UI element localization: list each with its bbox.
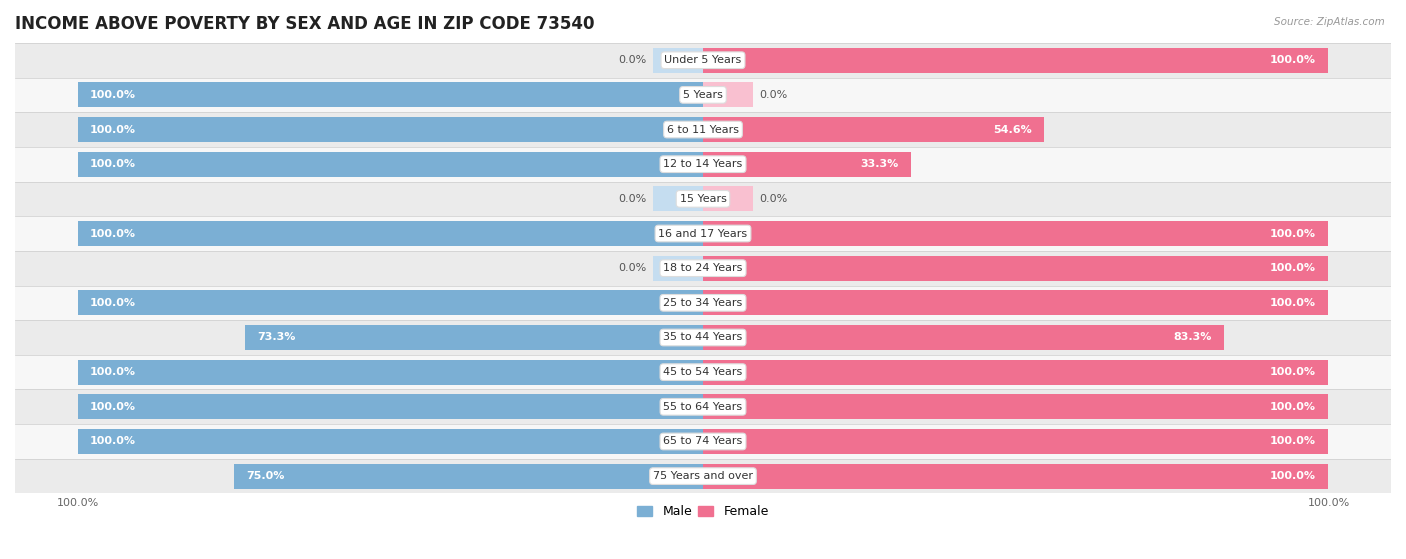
Bar [652, 48, 703, 73]
Bar [15, 112, 1391, 147]
Bar [703, 117, 1045, 142]
Text: 100.0%: 100.0% [90, 159, 136, 169]
Bar [703, 221, 1329, 246]
Text: 100.0%: 100.0% [1270, 437, 1316, 447]
Bar [77, 359, 703, 385]
Text: 100.0%: 100.0% [90, 402, 136, 412]
Text: 5 Years: 5 Years [683, 90, 723, 100]
Bar [652, 186, 703, 211]
Text: 100.0%: 100.0% [90, 437, 136, 447]
Text: 16 and 17 Years: 16 and 17 Years [658, 229, 748, 239]
Text: 65 to 74 Years: 65 to 74 Years [664, 437, 742, 447]
Text: 54.6%: 54.6% [993, 125, 1032, 135]
Bar [15, 355, 1391, 390]
Bar [703, 394, 1329, 419]
Bar [77, 117, 703, 142]
Bar [15, 216, 1391, 251]
Text: 6 to 11 Years: 6 to 11 Years [666, 125, 740, 135]
Bar [77, 221, 703, 246]
Text: 100.0%: 100.0% [90, 90, 136, 100]
Bar [245, 325, 703, 350]
Text: 100.0%: 100.0% [1270, 298, 1316, 308]
Legend: Male, Female: Male, Female [633, 500, 773, 523]
Bar [15, 390, 1391, 424]
Text: 100.0%: 100.0% [90, 125, 136, 135]
Text: 100.0%: 100.0% [1270, 402, 1316, 412]
Text: 0.0%: 0.0% [619, 263, 647, 273]
Text: 0.0%: 0.0% [619, 55, 647, 65]
Bar [77, 82, 703, 107]
Bar [15, 320, 1391, 355]
Text: 0.0%: 0.0% [759, 90, 787, 100]
Text: 100.0%: 100.0% [90, 367, 136, 377]
Bar [15, 424, 1391, 459]
Bar [703, 429, 1329, 454]
Text: 33.3%: 33.3% [860, 159, 898, 169]
Bar [77, 394, 703, 419]
Text: 0.0%: 0.0% [759, 194, 787, 204]
Bar [703, 151, 911, 177]
Bar [703, 82, 754, 107]
Text: 15 Years: 15 Years [679, 194, 727, 204]
Text: 45 to 54 Years: 45 to 54 Years [664, 367, 742, 377]
Text: 75.0%: 75.0% [246, 471, 285, 481]
Text: 25 to 34 Years: 25 to 34 Years [664, 298, 742, 308]
Text: 18 to 24 Years: 18 to 24 Years [664, 263, 742, 273]
Bar [77, 151, 703, 177]
Text: 73.3%: 73.3% [257, 333, 295, 343]
Bar [703, 186, 754, 211]
Bar [77, 429, 703, 454]
Bar [15, 286, 1391, 320]
Text: 75 Years and over: 75 Years and over [652, 471, 754, 481]
Bar [233, 463, 703, 489]
Text: 55 to 64 Years: 55 to 64 Years [664, 402, 742, 412]
Bar [703, 463, 1329, 489]
Bar [703, 290, 1329, 315]
Text: 12 to 14 Years: 12 to 14 Years [664, 159, 742, 169]
Bar [703, 255, 1329, 281]
Bar [15, 147, 1391, 182]
Text: 100.0%: 100.0% [1270, 367, 1316, 377]
Bar [15, 251, 1391, 286]
Bar [703, 48, 1329, 73]
Text: 83.3%: 83.3% [1173, 333, 1212, 343]
Text: Under 5 Years: Under 5 Years [665, 55, 741, 65]
Text: 35 to 44 Years: 35 to 44 Years [664, 333, 742, 343]
Text: 100.0%: 100.0% [90, 298, 136, 308]
Text: 100.0%: 100.0% [1270, 55, 1316, 65]
Bar [703, 325, 1225, 350]
Text: 100.0%: 100.0% [1270, 263, 1316, 273]
Text: INCOME ABOVE POVERTY BY SEX AND AGE IN ZIP CODE 73540: INCOME ABOVE POVERTY BY SEX AND AGE IN Z… [15, 15, 595, 33]
Bar [15, 43, 1391, 78]
Text: 0.0%: 0.0% [619, 194, 647, 204]
Bar [15, 459, 1391, 494]
Bar [15, 78, 1391, 112]
Bar [77, 290, 703, 315]
Text: Source: ZipAtlas.com: Source: ZipAtlas.com [1274, 17, 1385, 27]
Bar [652, 255, 703, 281]
Bar [703, 359, 1329, 385]
Text: 100.0%: 100.0% [1270, 471, 1316, 481]
Text: 100.0%: 100.0% [90, 229, 136, 239]
Text: 100.0%: 100.0% [1270, 229, 1316, 239]
Bar [15, 182, 1391, 216]
